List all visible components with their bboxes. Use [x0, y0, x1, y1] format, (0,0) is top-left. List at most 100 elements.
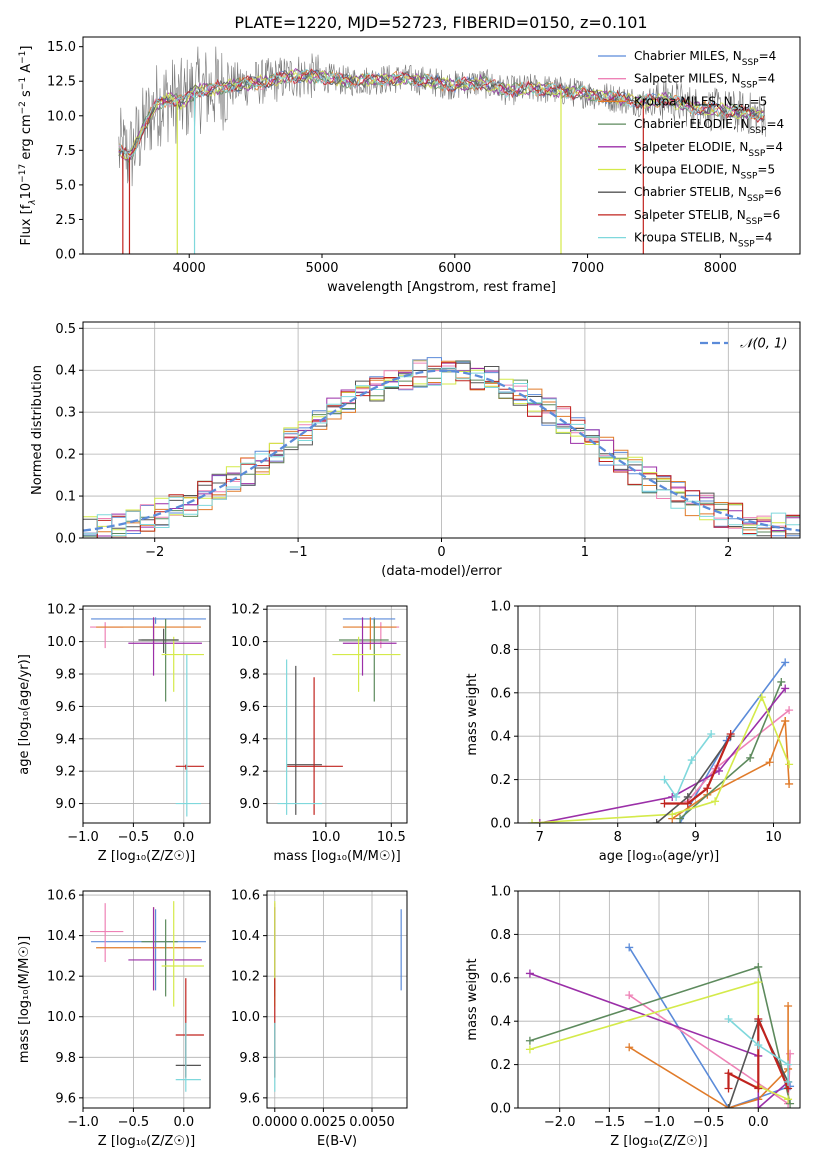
x-tick-label: 9 [691, 830, 699, 845]
errorbar-point [91, 617, 206, 624]
y-tick-label: 10.2 [47, 603, 76, 618]
weight-marker [652, 819, 661, 823]
x-tick-label: −0.5 [118, 1115, 150, 1130]
y-tick-label: 0.6 [490, 686, 511, 701]
weight-marker [724, 1084, 733, 1093]
weight-marker [535, 819, 544, 823]
y-axis-label-part: s [19, 90, 34, 101]
errorbar-point [161, 636, 204, 692]
x-tick-label: 10.5 [377, 830, 406, 845]
y-tick-label: 10.0 [47, 109, 76, 124]
x-tick-label: 7 [536, 830, 544, 845]
x-axis-label: (data-model)/error [381, 564, 502, 579]
weight-marker [726, 730, 735, 739]
y-tick-label: 0.6 [490, 971, 511, 986]
errorbar-point [175, 1022, 201, 1092]
weight-marker [625, 991, 634, 1000]
weight-marker [625, 1043, 634, 1052]
weight-marker [525, 1045, 534, 1054]
weight-marker [668, 810, 677, 819]
errorbar-point [277, 659, 322, 815]
weight-marker [785, 760, 794, 769]
legend-count: =4 [755, 231, 773, 245]
errorbar-point [338, 618, 389, 702]
panel-age-vs-Z: −1.0 −0.5 0.0 9.0 9.2 9.4 9.6 9.8 10.0 10.2 Z [log… [17, 603, 211, 864]
legend-subscript: SSP [733, 103, 750, 113]
legend-count: =6 [764, 185, 782, 199]
legend-label: 𝒩(0, 1) [740, 337, 787, 352]
weight-marker [746, 753, 755, 762]
y-tick-label: 9.8 [55, 668, 76, 683]
x-tick-label: −0.5 [693, 1115, 725, 1130]
y-tick-label: 0.4 [55, 364, 76, 379]
legend-count: =4 [759, 49, 777, 63]
panel-mass-vs-EBV: 0.0000 0.0025 0.0050 9.6 9.8 10.0 10.2 10.4 10.6… [231, 889, 408, 1149]
y-tick-label: 2.5 [55, 213, 76, 228]
y-tick-label: 0.8 [490, 928, 511, 943]
weight-marker [777, 677, 786, 686]
y-tick-label: 0.0 [55, 248, 76, 263]
x-axis-label: age [log₁₀(age/yr)] [599, 849, 720, 864]
plot-area [267, 891, 407, 1108]
legend-count: =4 [765, 140, 783, 154]
figure-title: PLATE=1220, MJD=52723, FIBERID=0150, z=0… [234, 13, 647, 32]
legend-series-name: Salpeter STELIB, N [634, 208, 746, 222]
legend-label: Kroupa STELIB, NSSP=4 [634, 231, 772, 250]
y-tick-label: 9.8 [239, 668, 260, 683]
x-axis-label: mass [log₁₀(M/M☉)] [273, 849, 400, 864]
y-axis-label: mass weight [465, 958, 480, 1040]
weight-marker [714, 766, 723, 775]
errorbar-point [90, 903, 124, 962]
x-tick-label: 1 [581, 545, 589, 560]
errorbar-point [332, 636, 401, 692]
x-axis-label: E(B-V) [317, 1134, 357, 1149]
weight-series-line [664, 733, 732, 805]
legend-count: =6 [763, 208, 781, 222]
x-axis-label: Z [log₁₀(Z/Z☉)] [98, 1134, 195, 1149]
y-axis-label-part: −2 [18, 101, 28, 114]
weight-marker [724, 1069, 733, 1078]
y-axis-label-part: 10 [19, 183, 34, 200]
plot-area [83, 891, 210, 1108]
x-tick-label: −2 [145, 545, 164, 560]
weight-marker [525, 969, 534, 978]
panel-massweight-vs-age: 7 8 9 10 0.0 0.2 0.4 0.6 0.8 1.0 age [log₁₀(age/yr… [465, 600, 801, 864]
x-tick-label: 5000 [305, 261, 338, 276]
y-tick-label: 0.3 [55, 406, 76, 421]
x-tick-label: −1 [289, 545, 308, 560]
errorbar-point [128, 617, 202, 676]
x-tick-label: 7000 [571, 261, 604, 276]
plot-area [518, 891, 800, 1108]
y-tick-label: 10.6 [231, 889, 260, 904]
legend-subscript: SSP [750, 126, 767, 136]
weight-marker [754, 1015, 763, 1024]
weight-marker [781, 658, 790, 667]
plot-area [118, 46, 766, 254]
y-tick-label: 9.6 [55, 700, 76, 715]
y-tick-label: 10.2 [47, 970, 76, 985]
legend-subscript: SSP [741, 172, 758, 182]
x-tick-label: 4000 [173, 261, 206, 276]
weight-marker [754, 962, 763, 971]
plot-area [83, 322, 800, 538]
y-tick-label: 1.0 [490, 885, 511, 900]
legend-subscript: SSP [742, 58, 759, 68]
x-tick-label: 0.0 [748, 1115, 769, 1130]
legend-series-name: Kroupa STELIB, N [634, 231, 738, 245]
legend-label: Kroupa ELODIE, NSSP=5 [634, 163, 775, 182]
y-tick-label: 0.8 [490, 643, 511, 658]
errorbar-point [175, 654, 201, 817]
y-tick-label: 10.0 [231, 1010, 260, 1025]
x-tick-label: 10 [765, 830, 782, 845]
x-tick-label: −2.0 [544, 1115, 576, 1130]
y-tick-label: 10.2 [231, 970, 260, 985]
weight-marker [528, 819, 537, 823]
weight-marker [781, 684, 790, 693]
weight-marker [757, 693, 766, 702]
weight-marker [711, 797, 720, 806]
legend-count: =5 [750, 94, 768, 108]
y-tick-label: 10.0 [231, 635, 260, 650]
x-tick-label: 10.0 [311, 830, 340, 845]
plot-area [83, 606, 210, 823]
plot-area [267, 606, 407, 823]
